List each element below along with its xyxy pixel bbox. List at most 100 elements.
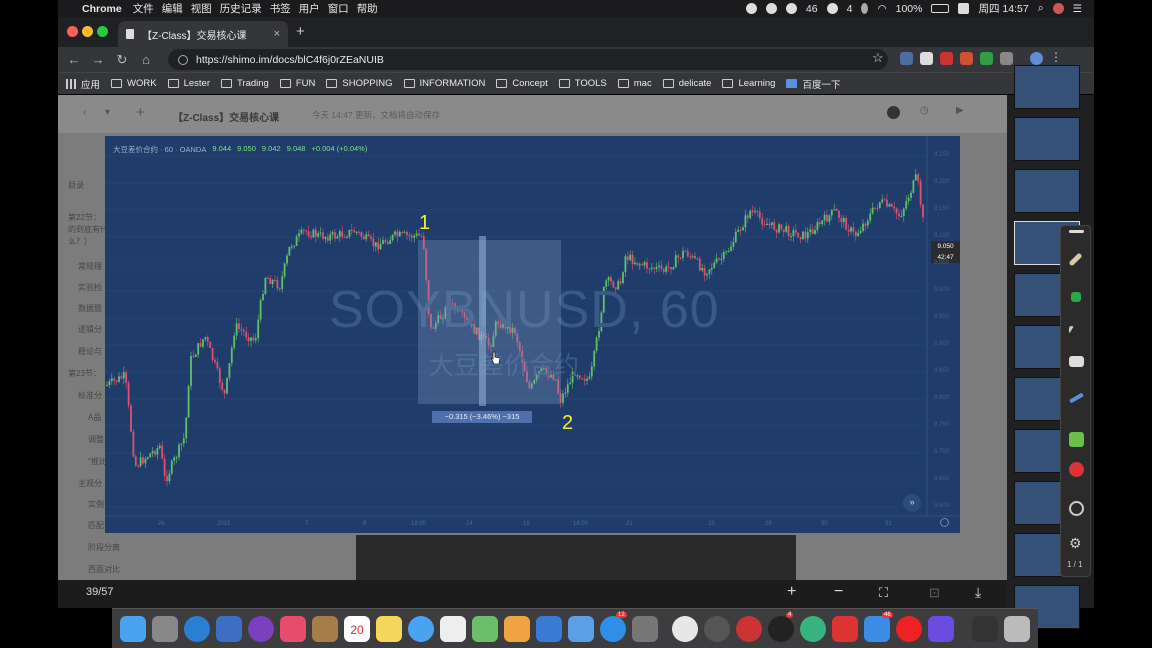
trash-icon[interactable] (1004, 616, 1030, 642)
address-bar[interactable]: https://shimo.im/docs/blC4f6j0rZEaNUIB (168, 49, 888, 70)
bookmark-tools[interactable]: TOOLS (558, 78, 607, 89)
outline-item[interactable]: 实验检 (78, 283, 102, 292)
numbers-icon[interactable] (536, 616, 562, 642)
outline-item[interactable]: 主观分 (78, 479, 102, 488)
color-green-icon[interactable] (1071, 292, 1081, 302)
outline-item[interactable]: 西面对比 (88, 565, 120, 574)
xmind-icon[interactable] (832, 616, 858, 642)
scroll-to-realtime-button[interactable]: » (903, 494, 921, 512)
extension-z-icon[interactable] (920, 52, 933, 65)
messages-icon[interactable] (408, 616, 434, 642)
battery-icon[interactable] (931, 4, 950, 13)
profile-avatar[interactable] (1030, 52, 1043, 65)
outline-item[interactable]: 阶段分离 (88, 543, 120, 552)
original-size-icon[interactable]: ⊡ (929, 585, 940, 600)
menu-view[interactable]: 视图 (190, 3, 212, 15)
thumbnail[interactable] (1014, 585, 1080, 629)
collapse-icon[interactable] (1069, 230, 1084, 233)
menu-people[interactable]: 用户 (298, 3, 320, 15)
bookmark-fun[interactable]: FUN (279, 78, 315, 89)
fit-screen-icon[interactable]: ⛶ (879, 585, 889, 600)
netease-music-icon[interactable] (896, 616, 922, 642)
wifi-icon[interactable]: ◠ (877, 2, 887, 15)
notification-icon[interactable] (826, 3, 838, 14)
system-preferences-icon[interactable] (632, 616, 658, 642)
extension-evernote-icon[interactable] (980, 52, 993, 65)
spotlight-icon[interactable]: ⌕ (1037, 2, 1044, 14)
keynote-icon[interactable] (568, 616, 594, 642)
bookmark-learning[interactable]: Learning (722, 78, 775, 89)
zoom-in-icon[interactable]: + (787, 583, 797, 600)
bookmark-shopping[interactable]: SHOPPING (326, 78, 393, 89)
finder-icon[interactable] (120, 616, 146, 642)
tab-close-icon[interactable]: × (273, 28, 280, 40)
color-lightgreen-icon[interactable] (1069, 432, 1084, 447)
reminders-icon[interactable] (440, 616, 466, 642)
settings-gear-icon[interactable]: ⚙ (1069, 535, 1082, 551)
menu-history[interactable]: 历史记录 (219, 3, 262, 15)
launchpad-icon[interactable] (152, 616, 178, 642)
line-tool-icon[interactable] (1069, 392, 1084, 404)
thumbnail[interactable] (1014, 117, 1080, 161)
magnifier-icon[interactable] (1069, 501, 1084, 516)
preview-icon[interactable] (216, 616, 242, 642)
thumbnail[interactable] (1014, 169, 1080, 213)
chrome-icon[interactable] (672, 616, 698, 642)
outline-item[interactable]: 么？） (68, 237, 92, 246)
dropdown-icon[interactable]: ▾ (105, 107, 111, 118)
close-window-button[interactable] (67, 26, 78, 37)
minimize-window-button[interactable] (82, 26, 93, 37)
qq-icon[interactable] (768, 616, 794, 642)
pencil-icon[interactable] (1068, 252, 1083, 267)
home-icon[interactable]: ⌂ (142, 52, 150, 67)
bookmark-lester[interactable]: Lester (167, 78, 210, 89)
outline-item[interactable]: 稳论与 (78, 347, 102, 356)
outline-item[interactable]: 调整 (88, 435, 104, 444)
outline-item[interactable]: 逻辑分 (78, 325, 102, 334)
menu-kebab-icon[interactable]: ⋮ (1050, 50, 1062, 64)
extension-office-icon[interactable] (960, 52, 973, 65)
siri-dock-icon[interactable] (248, 616, 274, 642)
outline-item[interactable]: 数据暨 (78, 304, 102, 313)
tab-active[interactable]: 【Z-Class】交易核心课 × (118, 21, 288, 47)
outline-item[interactable]: 匹配 (88, 521, 104, 530)
download-icon[interactable]: ⤓ (975, 584, 982, 600)
extension-translate-icon[interactable] (900, 52, 913, 65)
bookmark-star-icon[interactable]: ☆ (872, 50, 884, 65)
eraser-icon[interactable] (1069, 356, 1084, 367)
zoom-window-button[interactable] (97, 26, 108, 37)
siri-icon[interactable] (1052, 3, 1064, 14)
user-avatar[interactable] (887, 106, 900, 119)
extension-cloud-icon[interactable] (1000, 52, 1013, 65)
back-icon[interactable]: ← (67, 52, 81, 67)
music-icon[interactable] (280, 616, 306, 642)
outline-item[interactable]: 目录 (68, 181, 84, 190)
outline-item[interactable]: 常规理 (78, 262, 102, 271)
bookmark-mac[interactable]: mac (617, 78, 652, 89)
outline-item[interactable]: 第23节： (68, 369, 101, 378)
dock-app-red-icon[interactable] (736, 616, 762, 642)
chart-settings-icon[interactable] (940, 518, 949, 527)
app-store-icon[interactable] (600, 616, 626, 642)
downloads-stack-icon[interactable] (972, 616, 998, 642)
maps-icon[interactable] (472, 616, 498, 642)
bookmark-work[interactable]: WORK (111, 78, 157, 89)
present-icon[interactable]: ▶ (956, 105, 964, 116)
menubar-clock[interactable]: 周四 14:57 (978, 3, 1029, 15)
menu-bookmarks[interactable]: 书签 (269, 3, 291, 15)
pages-icon[interactable] (504, 616, 530, 642)
input-source-icon[interactable] (958, 3, 970, 14)
reload-icon[interactable]: ↻ (116, 51, 128, 67)
bookmark-trading[interactable]: Trading (220, 78, 269, 89)
menu-edit[interactable]: 编辑 (161, 3, 183, 15)
record-icon[interactable] (745, 3, 757, 14)
bookmark-concept[interactable]: Concept (496, 78, 548, 89)
status-app-icon[interactable] (765, 3, 777, 14)
back-arrow-icon[interactable]: ‹ (83, 107, 87, 118)
dock-app-purple-icon[interactable] (928, 616, 954, 642)
color-red-icon[interactable] (1069, 462, 1084, 477)
bookmark-information[interactable]: INFORMATION (403, 78, 485, 89)
outline-item[interactable]: 实例 (88, 500, 104, 509)
telegram-icon[interactable] (864, 616, 890, 642)
new-tab-button[interactable]: + (296, 23, 305, 40)
